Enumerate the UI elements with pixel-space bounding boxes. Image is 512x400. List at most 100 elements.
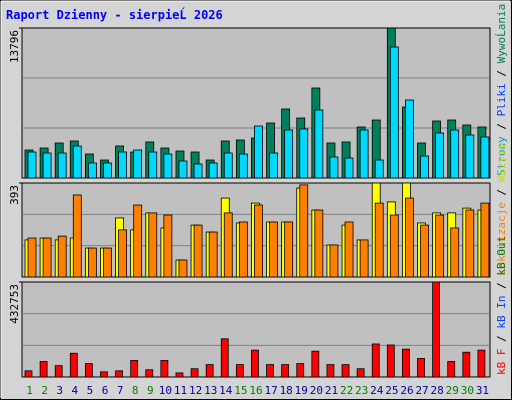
bar xyxy=(72,194,82,278)
y-tick-label: 393 xyxy=(8,185,21,205)
bar xyxy=(42,152,52,179)
x-tick-label: 24 xyxy=(370,384,384,397)
bar xyxy=(133,149,143,179)
x-tick-label: 25 xyxy=(385,384,398,397)
bar xyxy=(405,99,414,179)
legend-separator: / xyxy=(495,276,508,296)
bar xyxy=(163,214,173,278)
bar xyxy=(148,151,158,179)
legend-entry: kB In xyxy=(495,296,508,329)
x-tick-label: 30 xyxy=(461,384,474,397)
x-tick-label: 17 xyxy=(264,384,277,397)
bar xyxy=(435,132,445,179)
bar xyxy=(374,159,384,179)
legend-entry: Wizyty xyxy=(495,142,508,182)
bar xyxy=(24,370,33,378)
bar xyxy=(220,338,229,378)
bar xyxy=(208,162,218,179)
bar xyxy=(389,214,399,278)
x-tick-label: 18 xyxy=(280,384,293,397)
bar xyxy=(405,197,414,278)
bar xyxy=(371,343,380,378)
bar xyxy=(208,231,218,278)
bar xyxy=(435,214,445,278)
bar xyxy=(480,136,490,179)
bar xyxy=(251,349,259,378)
legend-separator: / xyxy=(495,63,508,83)
bar xyxy=(223,212,233,278)
bar xyxy=(118,151,127,179)
bar xyxy=(39,361,48,378)
legend-separator: / xyxy=(495,116,508,136)
bar xyxy=(359,129,369,179)
bar xyxy=(329,244,339,278)
legend-entry: WywoĹania xyxy=(495,4,508,64)
bar xyxy=(420,155,429,179)
bar xyxy=(178,160,188,179)
bar xyxy=(417,358,425,378)
bar xyxy=(57,235,67,278)
bar xyxy=(344,221,354,278)
bar xyxy=(447,361,456,378)
bar xyxy=(254,125,263,179)
bar xyxy=(193,163,203,179)
bar xyxy=(163,153,173,179)
x-tick-label: 4 xyxy=(72,384,79,397)
bar xyxy=(284,129,294,179)
bar xyxy=(314,209,324,278)
y-tick-label: 432753 xyxy=(8,284,21,324)
bar xyxy=(133,204,143,278)
x-tick-label: 22 xyxy=(340,384,353,397)
bar xyxy=(329,156,339,179)
bar xyxy=(193,224,203,278)
bar xyxy=(27,151,37,179)
legend-entry: kB F xyxy=(495,349,508,376)
bar xyxy=(87,247,97,278)
bar xyxy=(175,372,184,378)
bar xyxy=(190,368,199,378)
x-tick-label: 28 xyxy=(431,384,444,397)
bar xyxy=(130,360,139,378)
x-tick-label: 13 xyxy=(204,384,217,397)
bar xyxy=(103,247,112,278)
x-tick-label: 20 xyxy=(310,384,323,397)
x-tick-label: 1 xyxy=(26,384,33,397)
x-tick-label: 26 xyxy=(400,384,413,397)
bar xyxy=(480,202,490,278)
x-tick-label: 9 xyxy=(147,384,154,397)
bar xyxy=(27,237,37,278)
bar xyxy=(42,237,52,278)
bar xyxy=(238,153,248,179)
legend-entry: Pliki xyxy=(495,83,508,116)
legend-entry: Strony xyxy=(495,136,508,176)
bar xyxy=(148,212,158,278)
x-tick-label: 3 xyxy=(56,384,63,397)
bar xyxy=(299,128,309,179)
bar xyxy=(420,224,429,278)
legend: kB F / kB In / kB Out xyxy=(495,236,508,375)
bar xyxy=(87,162,97,179)
bar xyxy=(84,363,93,378)
bar xyxy=(254,204,263,278)
bar xyxy=(359,239,369,278)
bar xyxy=(100,371,108,378)
bar xyxy=(178,259,188,278)
bar xyxy=(284,221,294,278)
bar xyxy=(69,352,78,378)
bar xyxy=(54,365,63,378)
bar xyxy=(465,209,475,278)
bar xyxy=(145,369,154,378)
x-tick-label: 12 xyxy=(189,384,202,397)
x-tick-label: 5 xyxy=(87,384,94,397)
x-tick-label: 8 xyxy=(132,384,139,397)
bar xyxy=(450,129,460,179)
bar xyxy=(462,351,471,378)
x-tick-label: 23 xyxy=(355,384,368,397)
x-tick-label: 6 xyxy=(102,384,109,397)
bar xyxy=(450,227,460,278)
bar xyxy=(477,349,486,378)
bar xyxy=(299,184,309,278)
x-tick-label: 10 xyxy=(159,384,172,397)
bar xyxy=(386,344,395,378)
